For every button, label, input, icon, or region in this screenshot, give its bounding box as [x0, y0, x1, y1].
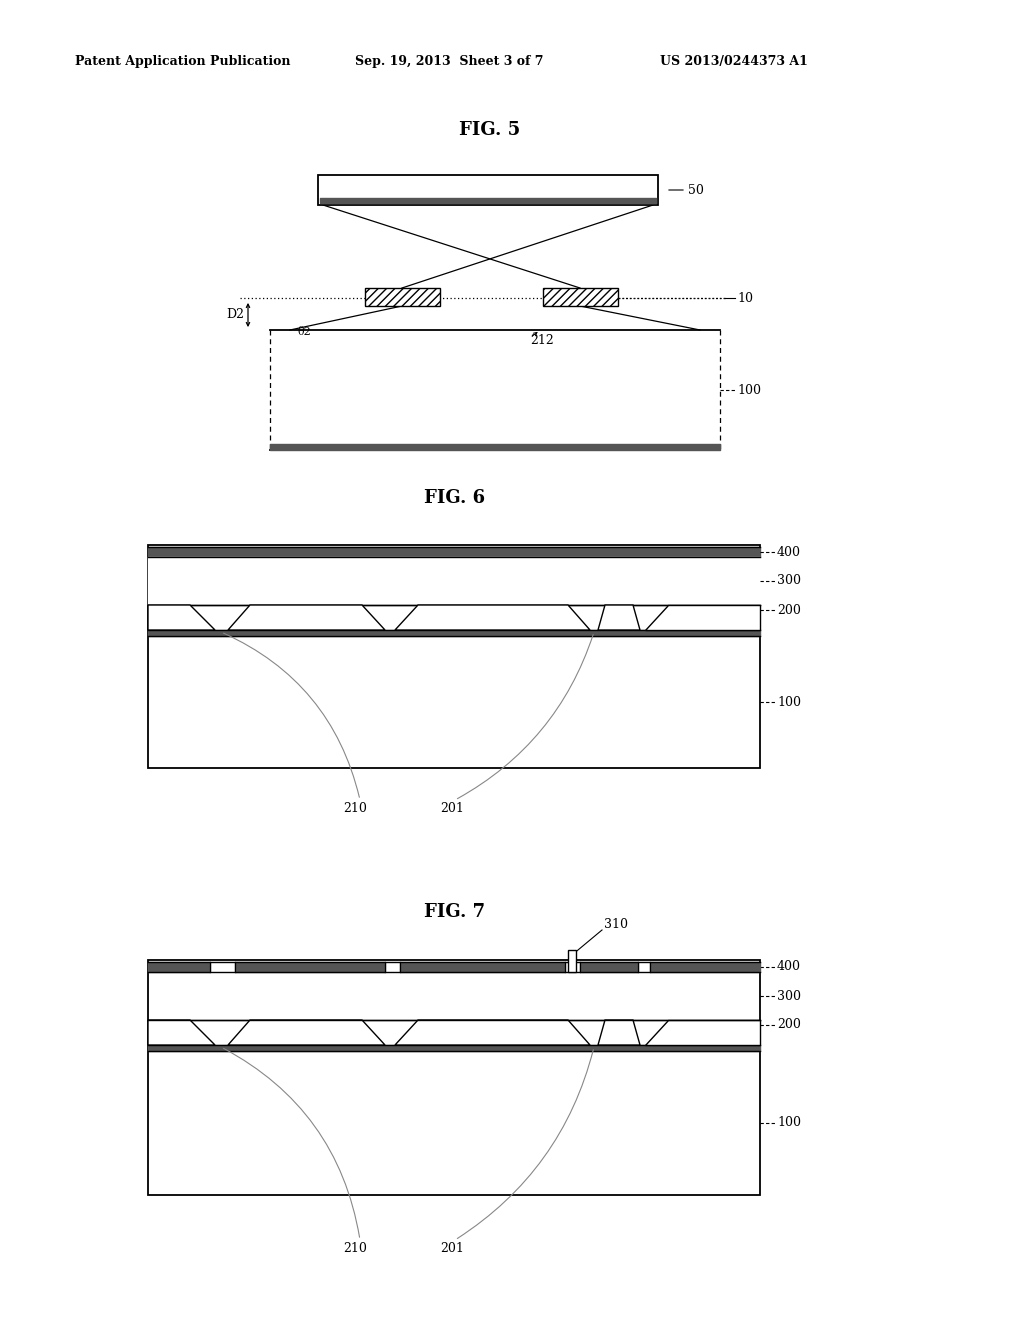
- Bar: [148, 545, 760, 768]
- Text: θ2: θ2: [298, 327, 311, 337]
- Text: FIG. 5: FIG. 5: [460, 121, 520, 139]
- Text: 201: 201: [440, 1242, 464, 1254]
- Text: 200: 200: [777, 1019, 801, 1031]
- Polygon shape: [645, 605, 760, 630]
- Polygon shape: [148, 605, 215, 630]
- Text: 100: 100: [737, 384, 761, 396]
- Text: D2: D2: [226, 308, 244, 321]
- Text: 400: 400: [777, 961, 801, 974]
- Text: 300: 300: [777, 574, 801, 587]
- Polygon shape: [228, 1020, 385, 1045]
- Text: Patent Application Publication: Patent Application Publication: [75, 55, 291, 69]
- Text: 400: 400: [777, 545, 801, 558]
- Text: US 2013/0244373 A1: US 2013/0244373 A1: [660, 55, 808, 69]
- Text: 212: 212: [530, 334, 554, 346]
- Polygon shape: [598, 605, 640, 630]
- Text: 201: 201: [440, 801, 464, 814]
- Text: FIG. 6: FIG. 6: [424, 488, 485, 507]
- Bar: [568, 950, 575, 972]
- Polygon shape: [395, 605, 590, 630]
- Polygon shape: [645, 1020, 760, 1045]
- Bar: [543, 288, 618, 306]
- Polygon shape: [148, 1020, 215, 1045]
- Text: 310: 310: [604, 919, 628, 932]
- Polygon shape: [228, 605, 385, 630]
- Polygon shape: [598, 1020, 640, 1045]
- Bar: [365, 288, 440, 306]
- Text: 200: 200: [777, 603, 801, 616]
- Text: 100: 100: [777, 1117, 801, 1130]
- Text: 210: 210: [343, 1242, 367, 1254]
- Text: FIG. 7: FIG. 7: [424, 903, 485, 921]
- Polygon shape: [395, 1020, 590, 1045]
- Text: 50: 50: [688, 183, 703, 197]
- Text: 100: 100: [777, 696, 801, 709]
- Text: Sep. 19, 2013  Sheet 3 of 7: Sep. 19, 2013 Sheet 3 of 7: [355, 55, 544, 69]
- Bar: [318, 176, 658, 205]
- Text: 210: 210: [343, 801, 367, 814]
- Bar: [148, 960, 760, 1195]
- Text: 10: 10: [737, 292, 753, 305]
- Text: 300: 300: [777, 990, 801, 1002]
